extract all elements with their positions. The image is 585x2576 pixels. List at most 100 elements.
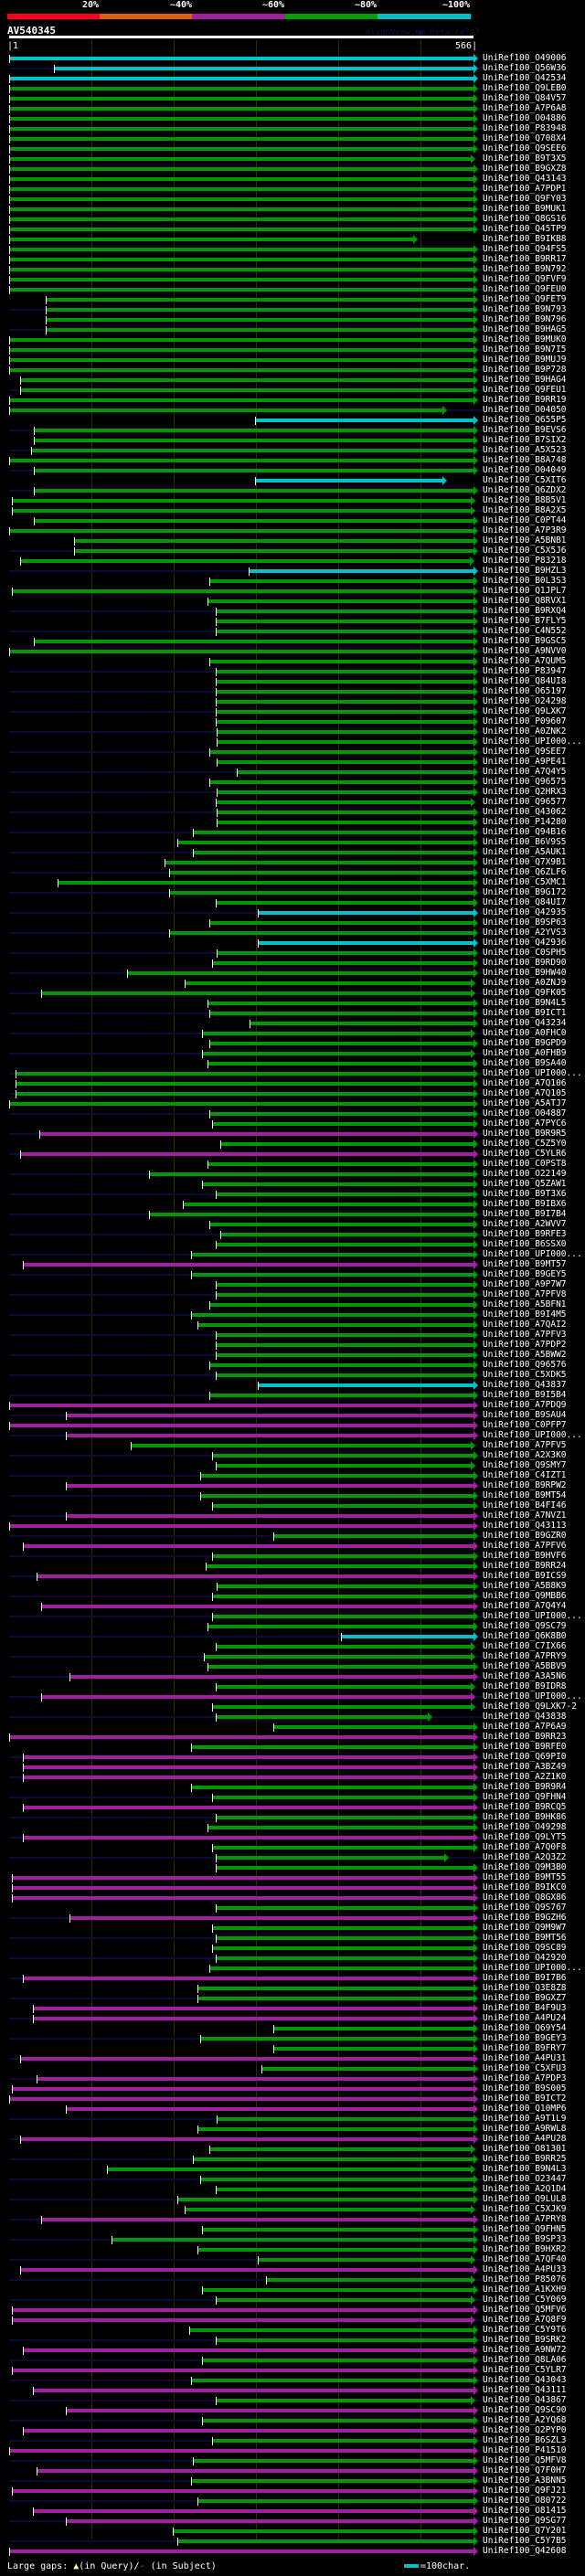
alignment-bar[interactable] (209, 750, 473, 754)
hit-label[interactable]: UniRef100_Q9FVF9 (483, 274, 567, 284)
alignment-bar[interactable] (9, 157, 472, 161)
alignment-bar[interactable] (215, 690, 473, 694)
alignment-bar[interactable] (258, 2258, 472, 2262)
alignment-bar[interactable] (16, 1072, 473, 1076)
alignment-bar[interactable] (215, 1293, 473, 1297)
alignment-bar[interactable] (53, 67, 473, 70)
hit-label[interactable]: UniRef100_Q6ZDX2 (483, 485, 567, 495)
hit-label[interactable]: UniRef100_Q84UI7 (483, 897, 567, 907)
alignment-bar[interactable] (185, 2208, 472, 2211)
alignment-bar[interactable] (41, 2218, 473, 2221)
alignment-bar[interactable] (9, 127, 473, 131)
alignment-bar[interactable] (9, 268, 473, 271)
hit-label[interactable]: UniRef100_A9T1L9 (483, 2114, 567, 2124)
hit-label[interactable]: UniRef100_B9I7B6 (483, 1973, 567, 1983)
hit-label[interactable]: UniRef100_C5X5J6 (483, 546, 567, 556)
hit-label[interactable]: UniRef100_P85076 (483, 2274, 567, 2284)
alignment-bar[interactable] (182, 1203, 473, 1206)
alignment-bar[interactable] (45, 298, 473, 302)
hit-label[interactable]: UniRef100_B9SP33 (483, 2234, 567, 2244)
alignment-bar[interactable] (215, 1343, 473, 1347)
hit-label[interactable]: UniRef100_Q9FY03 (483, 194, 567, 204)
hit-label[interactable]: UniRef100_B9GPD9 (483, 1038, 567, 1048)
alignment-bar[interactable] (204, 1655, 472, 1659)
alignment-bar[interactable] (33, 519, 473, 523)
alignment-bar[interactable] (9, 278, 473, 281)
hit-label[interactable]: UniRef100_B9RR24 (483, 1561, 567, 1571)
hit-label[interactable]: UniRef100_B9HVF6 (483, 1551, 567, 1561)
alignment-bar[interactable] (209, 1363, 473, 1367)
hit-label[interactable]: UniRef100_B9N4L3 (483, 2164, 567, 2174)
hit-label[interactable]: UniRef100_O04050 (483, 405, 567, 415)
alignment-bar[interactable] (209, 660, 473, 663)
alignment-bar[interactable] (215, 680, 473, 684)
hit-label[interactable]: UniRef100_Q42935 (483, 907, 567, 917)
hit-label[interactable]: UniRef100_C5XIT6 (483, 475, 567, 485)
hit-label[interactable]: UniRef100_A4PU33 (483, 2264, 567, 2274)
hit-label[interactable]: UniRef100_B9N796 (483, 314, 567, 324)
hit-label[interactable]: UniRef100_Q69PI0 (483, 1752, 567, 1762)
alignment-bar[interactable] (215, 720, 473, 724)
hit-label[interactable]: UniRef100_A2Q1D4 (483, 2184, 567, 2194)
hit-label[interactable]: UniRef100_Q84UI8 (483, 676, 567, 686)
alignment-bar[interactable] (11, 1886, 473, 1890)
hit-label[interactable]: UniRef100_O24298 (483, 696, 567, 706)
alignment-bar[interactable] (74, 549, 473, 553)
hit-label[interactable]: UniRef100_B9ICT2 (483, 2094, 567, 2104)
alignment-bar[interactable] (19, 2057, 473, 2061)
hit-label[interactable]: UniRef100_C5XMC1 (483, 877, 567, 887)
alignment-bar[interactable] (172, 2529, 473, 2533)
alignment-bar[interactable] (9, 207, 473, 211)
hit-label[interactable]: UniRef100_A7QUM5 (483, 656, 567, 666)
alignment-bar[interactable] (9, 1102, 473, 1106)
hit-label[interactable]: UniRef100_A7P3R9 (483, 525, 567, 535)
alignment-bar[interactable] (215, 2298, 472, 2302)
hit-label[interactable]: UniRef100_A0FHC0 (483, 1028, 567, 1038)
hit-label[interactable]: UniRef100_P83948 (483, 123, 567, 133)
hit-label[interactable]: UniRef100_B9MT56 (483, 1933, 567, 1943)
alignment-bar[interactable] (33, 439, 473, 442)
hit-label[interactable]: UniRef100_Q9SC79 (483, 1621, 567, 1631)
hit-label[interactable]: UniRef100_B9HK86 (483, 1812, 567, 1822)
alignment-bar[interactable] (215, 1956, 473, 1960)
alignment-bar[interactable] (11, 2369, 473, 2372)
alignment-bar[interactable] (215, 1193, 473, 1196)
hit-label[interactable]: UniRef100_B9GXZ8 (483, 164, 567, 174)
hit-label[interactable]: UniRef100_A7Q4Y5 (483, 767, 567, 777)
alignment-bar[interactable] (33, 429, 473, 432)
hit-label[interactable]: UniRef100_Q9LXK7-2 (483, 1701, 577, 1712)
hit-label[interactable]: UniRef100_Q43143 (483, 174, 567, 184)
hit-label[interactable]: UniRef100_C4N552 (483, 626, 567, 636)
alignment-bar[interactable] (9, 77, 473, 80)
hit-label[interactable]: UniRef100_B9GEY3 (483, 2033, 567, 2043)
hit-label[interactable]: UniRef100_Q7X9B1 (483, 857, 567, 867)
hit-label[interactable]: UniRef100_O80722 (483, 2496, 567, 2506)
alignment-bar[interactable] (9, 408, 442, 412)
hit-label[interactable]: UniRef100_Q43043 (483, 2375, 567, 2385)
hit-label[interactable]: UniRef100_A7PFV3 (483, 1330, 567, 1340)
hit-label[interactable]: UniRef100_Q9FJ21 (483, 2486, 567, 2496)
hit-label[interactable]: UniRef100_UPI000... (483, 1430, 582, 1440)
hit-label[interactable]: UniRef100_B9RD90 (483, 958, 567, 968)
hit-label[interactable]: UniRef100_B8A2X5 (483, 505, 567, 515)
alignment-bar[interactable] (215, 1333, 473, 1337)
alignment-bar[interactable] (36, 1574, 473, 1578)
hit-label[interactable]: UniRef100_Q9MBB6 (483, 1591, 567, 1601)
alignment-bar[interactable] (36, 2469, 473, 2473)
hit-label[interactable]: UniRef100_B9P728 (483, 365, 567, 375)
alignment-bar[interactable] (215, 2399, 472, 2402)
alignment-bar[interactable] (9, 217, 473, 221)
hit-label[interactable]: UniRef100_A7NVZ1 (483, 1511, 567, 1521)
alignment-bar[interactable] (209, 1303, 473, 1307)
hit-label[interactable]: UniRef100_Q8GX86 (483, 1892, 567, 1903)
hit-label[interactable]: UniRef100_A1KXH9 (483, 2284, 567, 2295)
hit-label[interactable]: UniRef100_B9SA40 (483, 1058, 567, 1068)
alignment-bar[interactable] (69, 1675, 473, 1679)
hit-label[interactable]: UniRef100_A7PYC6 (483, 1118, 567, 1129)
alignment-bar[interactable] (23, 1263, 473, 1267)
alignment-bar[interactable] (207, 1826, 473, 1829)
hit-label[interactable]: UniRef100_Q9SEE6 (483, 143, 567, 154)
alignment-bar[interactable] (215, 620, 473, 623)
alignment-bar[interactable] (217, 1585, 473, 1588)
alignment-bar[interactable] (212, 1595, 473, 1598)
